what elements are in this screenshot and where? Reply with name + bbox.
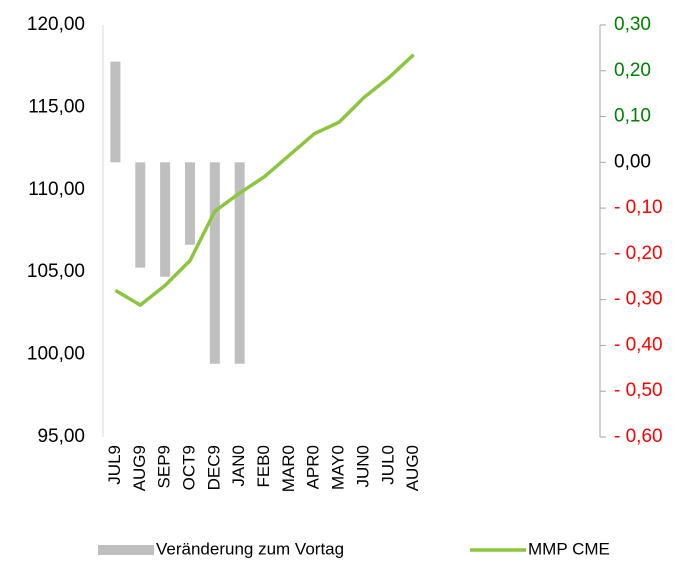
y2-tick-label: - 0,30 — [614, 289, 663, 310]
y2-tick-label: 0,20 — [614, 60, 651, 81]
x-tick-label: MAY0 — [329, 445, 348, 490]
x-tick-label: JUN0 — [353, 445, 372, 488]
bar — [184, 162, 195, 245]
y2-tick-label: 0,00 — [614, 151, 651, 172]
y2-tick-label: 0,10 — [614, 106, 651, 127]
x-tick-label: MAR0 — [279, 445, 298, 492]
x-tick-label: OCT9 — [179, 445, 198, 490]
y-tick-label: 100,00 — [27, 344, 85, 365]
bar — [209, 162, 220, 364]
x-tick-label: APR0 — [304, 445, 323, 489]
bar — [234, 162, 245, 364]
y-tick-label: 105,00 — [27, 261, 85, 282]
x-tick-label: JUL0 — [378, 445, 397, 485]
y2-tick-label: - 0,50 — [614, 380, 663, 401]
bar — [135, 162, 146, 268]
x-tick-label: AUG9 — [130, 445, 149, 491]
bar — [110, 61, 121, 163]
legend-label: MMP CME — [528, 539, 610, 558]
line — [114, 53, 415, 307]
legend-label: Veränderung zum Vortag — [156, 539, 344, 558]
y2-tick-label: 0,30 — [614, 14, 651, 35]
x-tick-label: AUG0 — [403, 445, 422, 491]
x-tick-label: FEB0 — [254, 445, 273, 488]
y-tick-label: 95,00 — [37, 426, 85, 447]
x-tick-label: JUL9 — [105, 445, 124, 485]
y2-tick-label: - 0,60 — [614, 426, 663, 447]
y-tick-label: 115,00 — [28, 96, 85, 117]
x-tick-label: SEP9 — [155, 445, 174, 488]
bar — [160, 162, 171, 277]
y-tick-label: 120,00 — [27, 14, 85, 35]
x-tick-label: JAN0 — [229, 445, 248, 487]
legend-swatch — [98, 545, 154, 555]
y2-tick-label: - 0,10 — [614, 197, 663, 218]
x-tick-label: DEC9 — [204, 445, 223, 490]
y-tick-label: 110,00 — [28, 179, 85, 200]
y2-tick-label: - 0,40 — [614, 334, 663, 355]
y2-tick-label: - 0,20 — [614, 243, 663, 264]
